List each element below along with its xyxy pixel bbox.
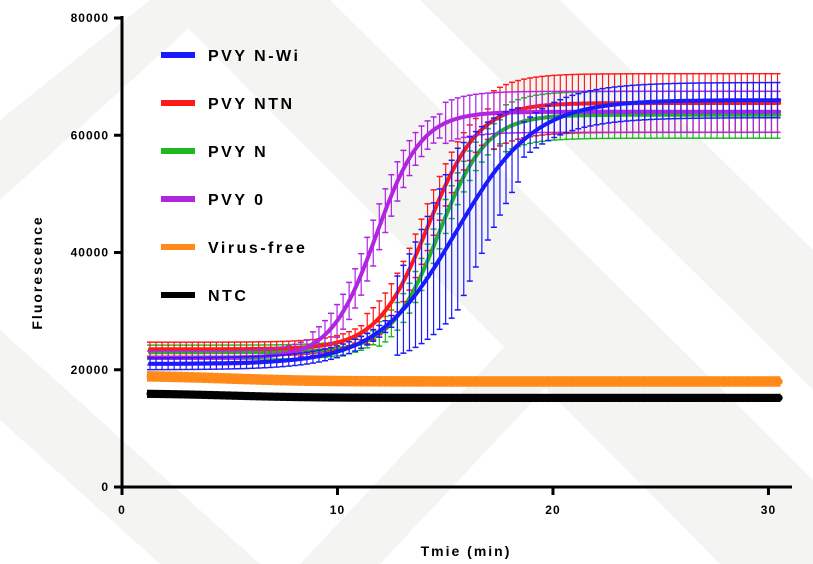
series-line — [148, 98, 782, 366]
series-line — [146, 390, 783, 402]
x-tick-label: 0 — [118, 503, 126, 517]
legend-label: PVY N — [208, 144, 268, 161]
series-ntc — [146, 389, 783, 402]
axes: 0 20000 40000 60000 80000 0 10 20 30 — [71, 11, 792, 517]
legend-label: NTC — [208, 288, 248, 305]
series-pvy-n-wi — [147, 81, 782, 371]
legend-label: Virus-free — [208, 240, 307, 257]
y-tick-label: 0 — [101, 480, 109, 494]
plot-lines — [146, 72, 783, 402]
legend-label: PVY 0 — [208, 192, 266, 209]
x-tick-label: 20 — [545, 503, 560, 517]
series-virus-free — [146, 371, 783, 387]
y-tick-label: 20000 — [71, 363, 109, 377]
series-line — [146, 372, 783, 385]
x-tick-label: 30 — [761, 503, 776, 517]
legend-label: PVY NTN — [208, 96, 295, 113]
y-tick-label: 80000 — [71, 11, 109, 25]
y-tick-label: 60000 — [71, 128, 109, 142]
y-tick-label: 40000 — [71, 246, 109, 260]
legend: PVY N-Wi PVY NTN PVY N PVY 0 Virus-free NTC — [161, 48, 307, 305]
x-axis-label: Tmie (min) — [421, 543, 512, 559]
y-axis-label: Fluorescence — [29, 215, 45, 329]
legend-label: PVY N-Wi — [208, 48, 300, 65]
x-tick-label: 10 — [330, 503, 345, 517]
